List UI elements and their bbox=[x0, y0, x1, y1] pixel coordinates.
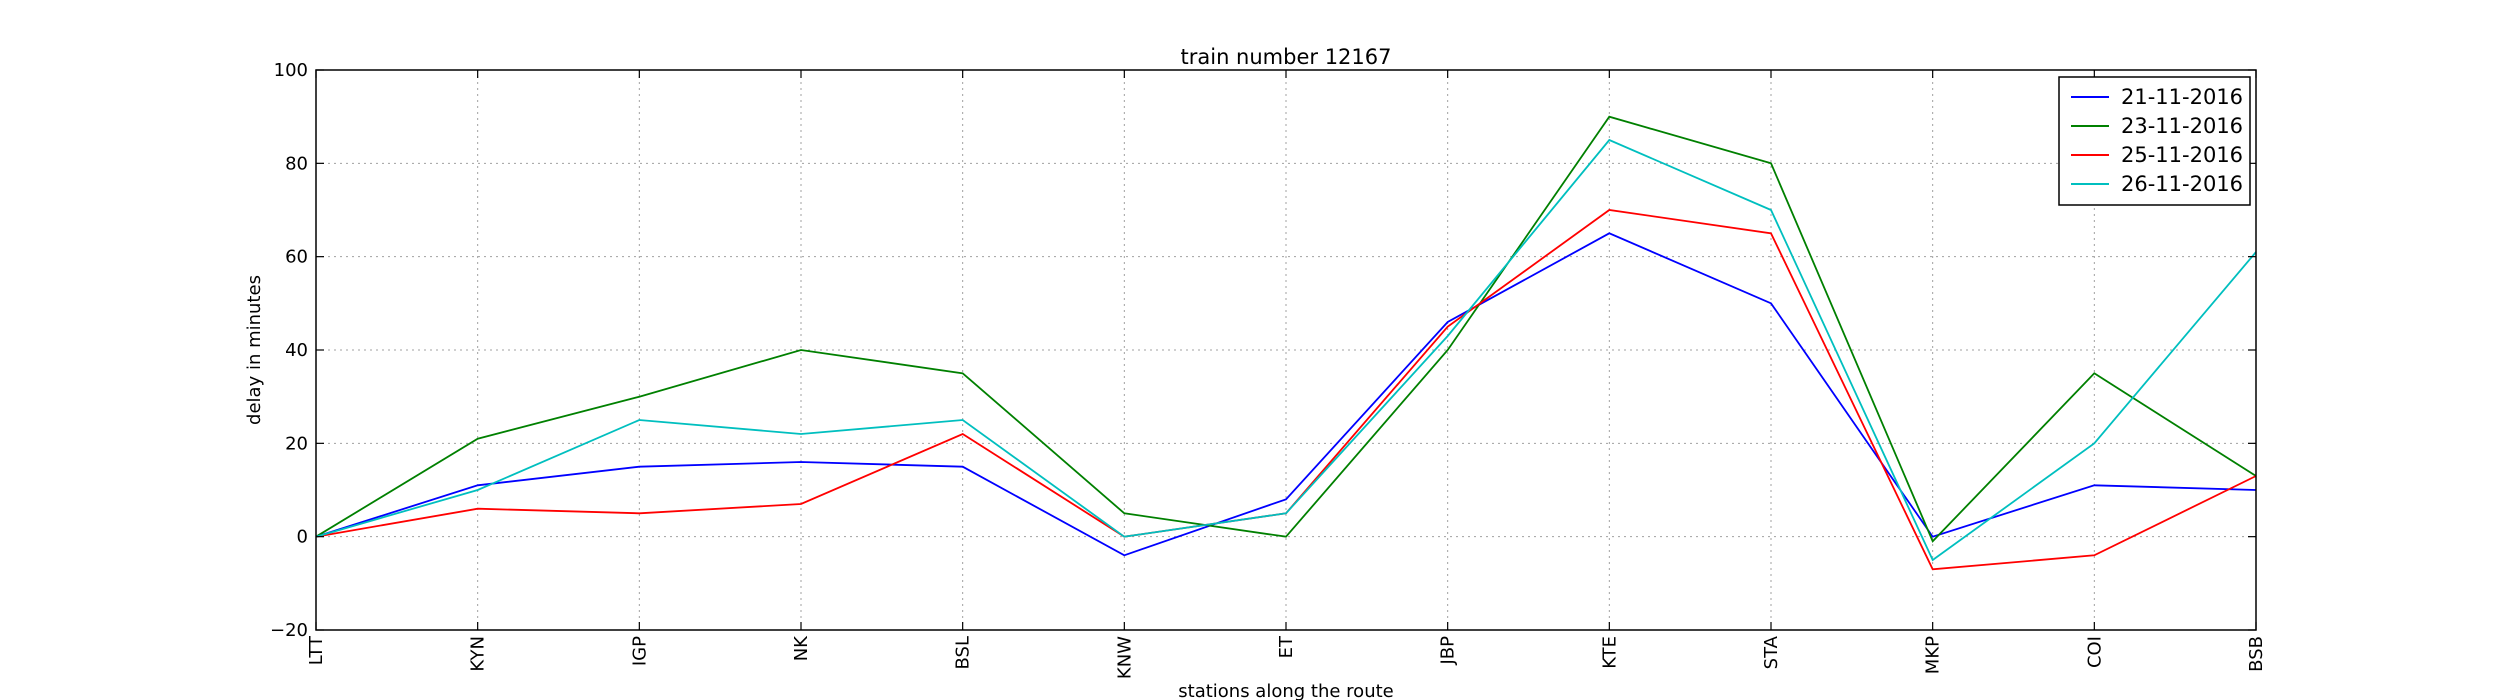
x-tick-label: MKP bbox=[1923, 636, 1944, 674]
y-tick-label: 0 bbox=[297, 527, 308, 548]
y-tick-label: −20 bbox=[270, 620, 308, 641]
series-line-26-11-2016 bbox=[315, 138, 2257, 562]
x-tick-label: LTT bbox=[306, 635, 327, 665]
grid-layer bbox=[316, 70, 2256, 630]
legend-entry: 23-11-2016 bbox=[2121, 114, 2243, 138]
x-tick-label: NK bbox=[791, 635, 812, 661]
x-tick-label: BSB bbox=[2246, 636, 2267, 672]
y-tick-label: 80 bbox=[285, 153, 308, 174]
legend-entry: 26-11-2016 bbox=[2121, 172, 2243, 196]
x-tick-label: IGP bbox=[629, 636, 650, 666]
x-tick-label: KTE bbox=[1599, 636, 1620, 669]
y-tick-label: 100 bbox=[274, 60, 308, 81]
x-tick-label: ET bbox=[1276, 635, 1297, 658]
chart-title: train number 12167 bbox=[1181, 45, 1392, 69]
y-tick-label: 20 bbox=[285, 433, 308, 454]
x-tick-label: JBP bbox=[1438, 636, 1459, 666]
x-axis-label: stations along the route bbox=[1178, 681, 1393, 700]
series-layer bbox=[315, 115, 2257, 571]
y-tick-label: 60 bbox=[285, 247, 308, 268]
y-axis-label: delay in minutes bbox=[244, 275, 265, 425]
y-tick-label: 40 bbox=[285, 340, 308, 361]
legend-entry: 21-11-2016 bbox=[2121, 85, 2243, 109]
series-line-23-11-2016 bbox=[315, 115, 2257, 543]
legend: 21-11-2016 23-11-2016 25-11-2016 26-11-2016 bbox=[2058, 76, 2251, 206]
legend-entry: 25-11-2016 bbox=[2121, 143, 2243, 167]
y-tick-layer: −20 0 20 40 60 80 100 bbox=[270, 60, 2256, 641]
x-tick-label: BSL bbox=[953, 636, 974, 670]
x-tick-label: KYN bbox=[468, 636, 489, 672]
x-tick-label: KNW bbox=[1114, 636, 1135, 679]
x-tick-layer: LTT KYN IGP NK BSL KNW ET JBP KTE STA MKP COI BSB bbox=[306, 70, 2267, 679]
x-tick-label: COI bbox=[2084, 636, 2105, 668]
x-tick-label: STA bbox=[1761, 635, 1782, 669]
series-line-21-11-2016 bbox=[315, 232, 2257, 557]
